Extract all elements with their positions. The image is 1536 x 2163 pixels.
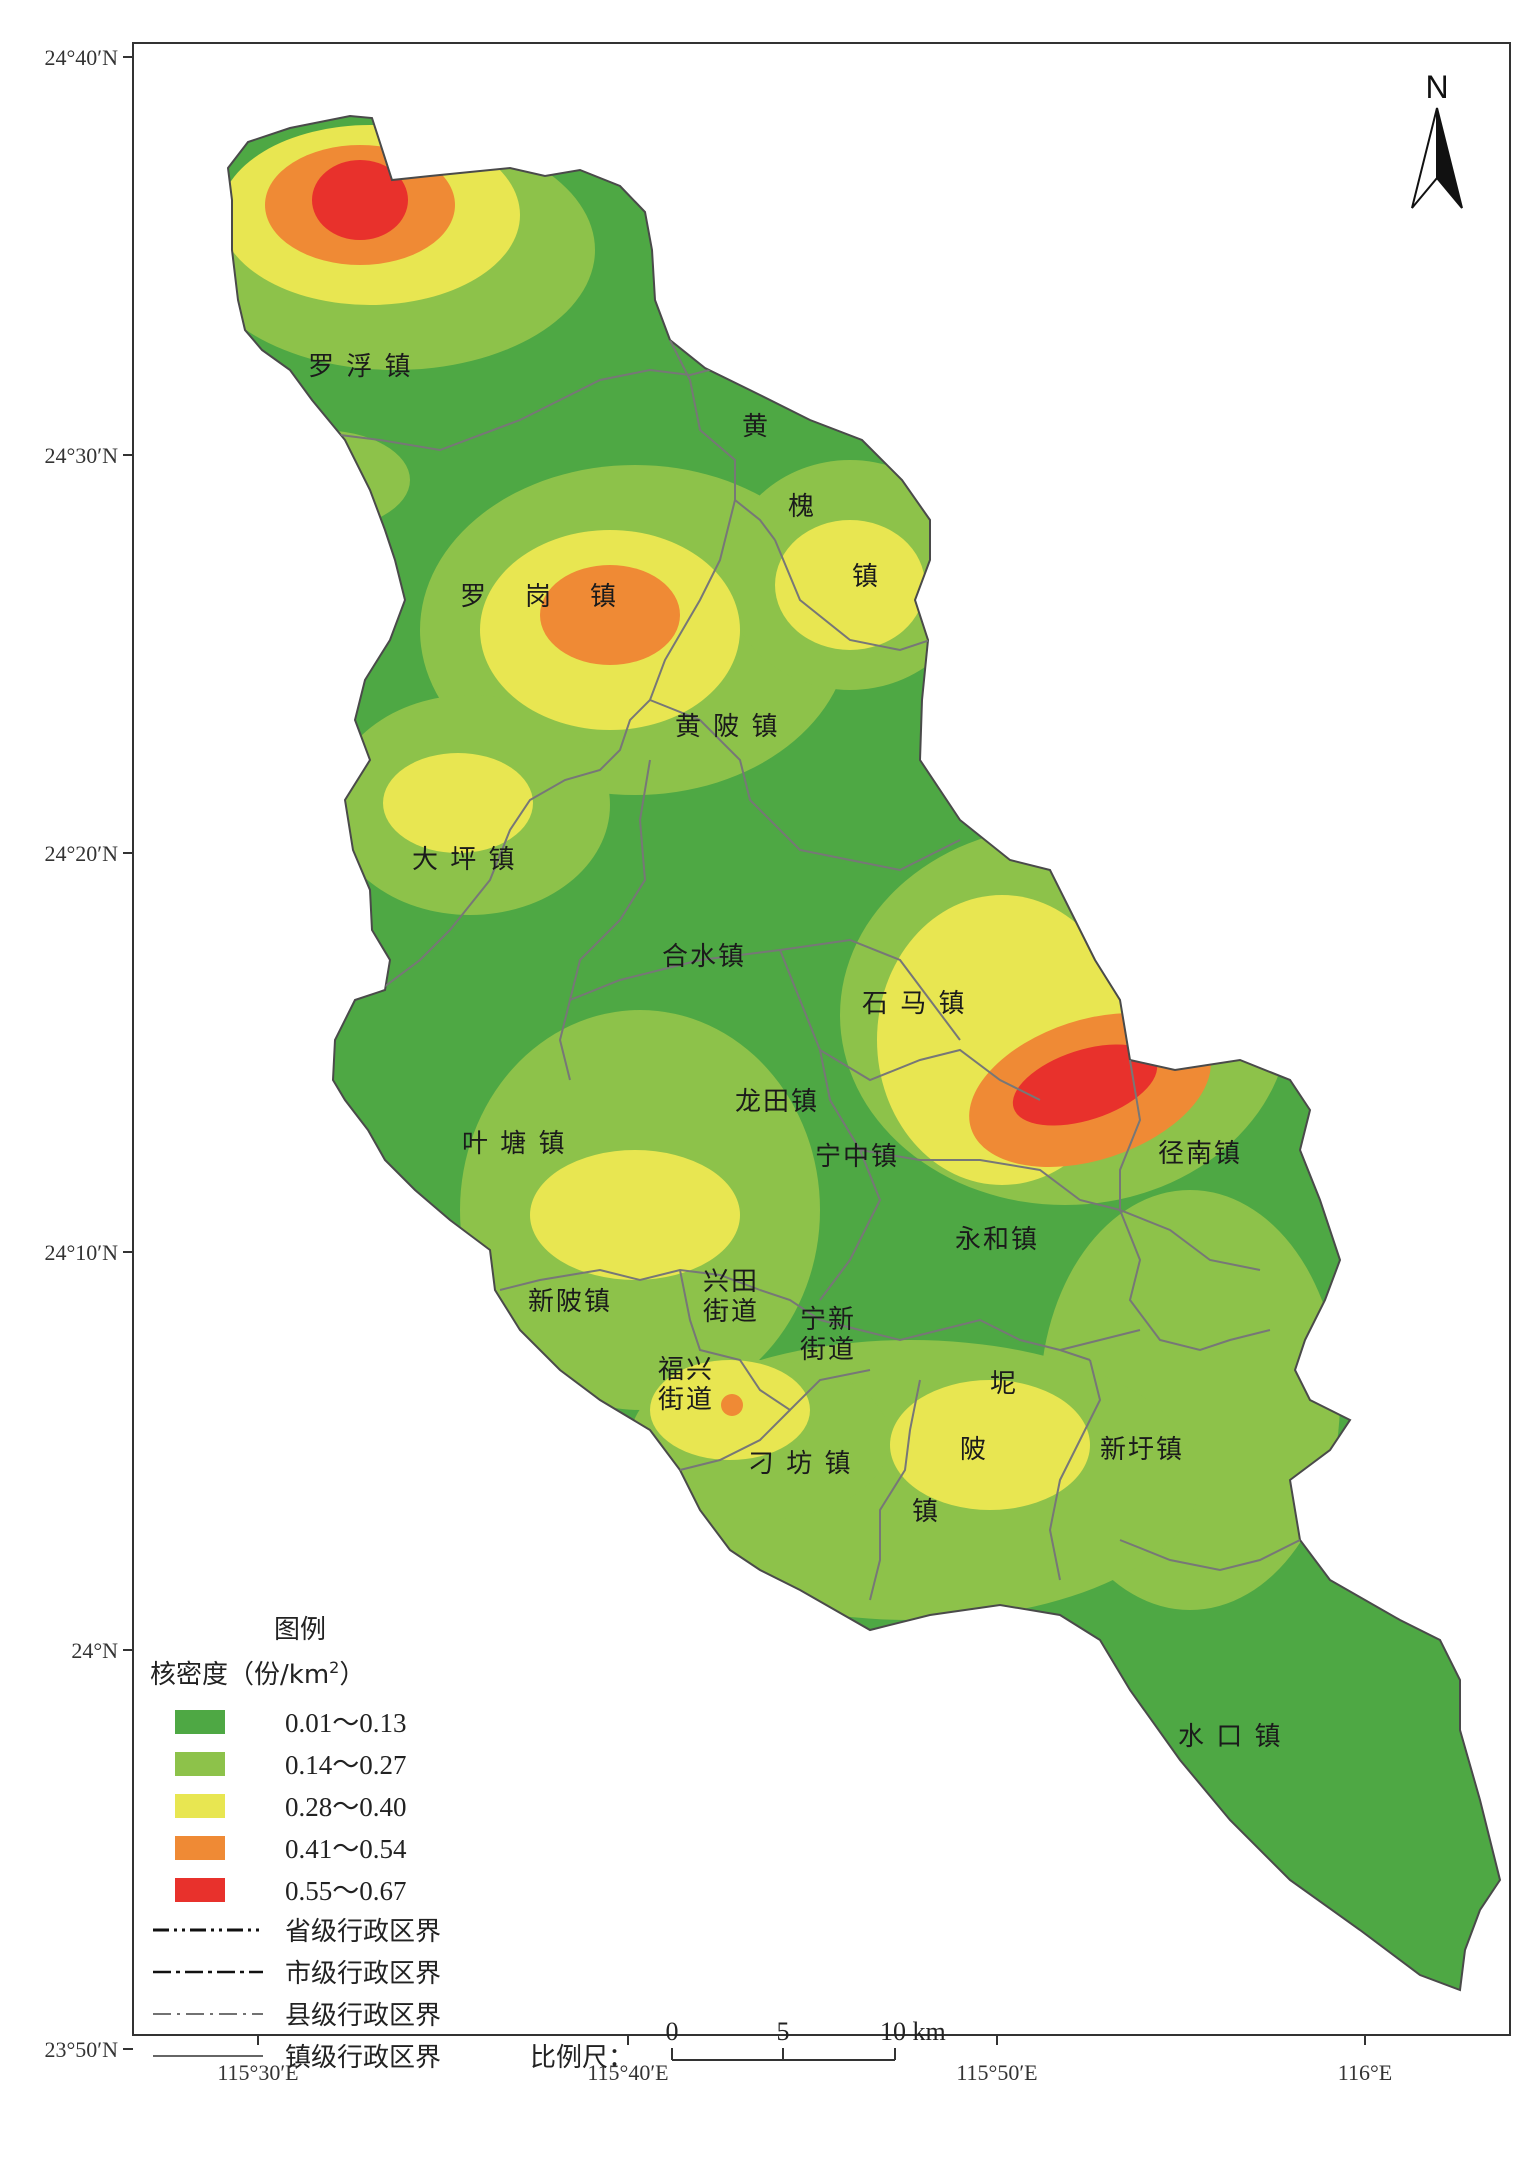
latitude-axis: 24°40′N 24°30′N 24°20′N 24°10′N 24°N 23°… bbox=[45, 45, 133, 2062]
legend: 图例 核密度（份/km2） 0.01～0.13 0.14～0.27 0.28～0… bbox=[150, 1615, 441, 2073]
north-arrow-icon-dark-half bbox=[1436, 107, 1463, 209]
town-boundary-line bbox=[1048, 1359, 1102, 1581]
lat-tick-label: 24°20′N bbox=[45, 841, 119, 866]
density-class-5-area bbox=[1012, 1044, 1158, 1126]
town-label-ningzhong: 宁中镇 bbox=[815, 1142, 899, 1172]
town-boundary-line bbox=[779, 949, 882, 1301]
scale-bar-label: 比例尺： bbox=[530, 2043, 634, 2073]
town-boundary-line bbox=[1119, 1539, 1301, 1572]
legend-class-1-label: 0.01～0.13 bbox=[285, 1708, 407, 1738]
lat-tick-label: 24°N bbox=[71, 1638, 118, 1663]
density-class-4-area bbox=[540, 565, 680, 665]
town-label-yonghe: 永和镇 bbox=[955, 1225, 1039, 1255]
density-class-3-area bbox=[775, 520, 925, 650]
town-boundary-line bbox=[379, 499, 736, 991]
town-label-xinxu: 新圩镇 bbox=[1100, 1435, 1184, 1465]
legend-subtitle-end: ） bbox=[339, 1660, 365, 1690]
town-label-longtian: 龙田镇 bbox=[735, 1087, 819, 1117]
legend-class-2-label: 0.14～0.27 bbox=[285, 1750, 407, 1780]
legend-class-4-label: 0.41～0.54 bbox=[285, 1834, 407, 1864]
town-boundary-line bbox=[499, 1268, 761, 1291]
legend-swatch-class-4 bbox=[175, 1836, 225, 1860]
town-label-jingnan: 径南镇 bbox=[1158, 1139, 1242, 1169]
legend-subtitle-sup: 2 bbox=[329, 1658, 339, 1677]
town-boundary-line bbox=[1119, 1059, 1142, 1210]
lat-tick-label: 23°50′N bbox=[45, 2037, 119, 2062]
town-boundary-line bbox=[558, 759, 651, 1081]
density-class-3-area bbox=[530, 1150, 740, 1280]
town-label-diaofang: 刁 坊 镇 bbox=[748, 1449, 853, 1479]
town-label-luofu: 罗 浮 镇 bbox=[308, 352, 413, 382]
town-label-luogang-3: 镇 bbox=[590, 582, 618, 612]
town-label-luogang-1: 罗 bbox=[460, 582, 488, 612]
longitude-axis: 115°30′E 115°40′E 115°50′E 116°E bbox=[217, 2035, 1392, 2085]
town-boundary-line bbox=[1119, 1209, 1271, 1352]
town-boundary-line bbox=[759, 1289, 1091, 1361]
town-boundary-line bbox=[869, 1379, 921, 1601]
lat-tick-label: 24°40′N bbox=[45, 45, 119, 70]
town-label-huanghuai-2: 槐 bbox=[788, 492, 816, 522]
scale-bar-tick-label: 10 km bbox=[880, 2017, 946, 2046]
scale-bar-tick-label: 0 bbox=[666, 2017, 679, 2046]
town-label-nibei-3: 镇 bbox=[912, 1497, 940, 1527]
town-label-huangbei: 黄 陂 镇 bbox=[675, 712, 780, 742]
legend-swatch-class-1 bbox=[175, 1710, 225, 1734]
legend-class-3-label: 0.28～0.40 bbox=[285, 1792, 407, 1822]
town-boundary-line bbox=[679, 1269, 871, 1412]
town-label-fuxing-1: 福兴 bbox=[658, 1355, 714, 1385]
legend-county-boundary-label: 县级行政区界 bbox=[285, 2001, 441, 2031]
town-label-xingtian-1: 兴田 bbox=[703, 1267, 759, 1297]
density-class-5-area bbox=[312, 160, 408, 240]
legend-swatch-class-3 bbox=[175, 1794, 225, 1818]
town-boundary-line bbox=[679, 1409, 791, 1471]
lat-tick-label: 24°10′N bbox=[45, 1240, 119, 1265]
town-label-yetang: 叶 塘 镇 bbox=[462, 1129, 567, 1159]
town-label-xinbei: 新陂镇 bbox=[528, 1287, 612, 1317]
lon-tick-label: 116°E bbox=[1338, 2060, 1392, 2085]
town-label-ningxin-2: 街道 bbox=[800, 1335, 856, 1365]
legend-swatch-class-5 bbox=[175, 1878, 225, 1902]
town-label-daping: 大 坪 镇 bbox=[412, 845, 517, 875]
legend-class-5-label: 0.55～0.67 bbox=[285, 1876, 407, 1906]
town-boundary-line bbox=[649, 699, 961, 872]
north-label: N bbox=[1425, 69, 1448, 105]
town-labels: 罗 浮 镇 黄 槐 镇 罗 岗 镇 黄 陂 镇 大 坪 镇 合水镇 石 马 镇 … bbox=[308, 352, 1283, 1752]
lon-tick-label: 115°30′E bbox=[217, 2060, 298, 2085]
lat-tick-label: 24°30′N bbox=[45, 443, 119, 468]
lon-tick-label: 115°40′E bbox=[587, 2060, 668, 2085]
north-arrow: N bbox=[1411, 69, 1463, 209]
town-boundary-line bbox=[1059, 1329, 1141, 1351]
town-boundary-line bbox=[774, 539, 931, 652]
town-label-huanghuai-3: 镇 bbox=[852, 562, 880, 592]
legend-city-boundary-label: 市级行政区界 bbox=[285, 1959, 441, 1989]
town-boundary-line bbox=[819, 1048, 1041, 1101]
legend-subtitle: 核密度（份/km2） bbox=[150, 1658, 365, 1690]
density-class-3-area bbox=[890, 1380, 1090, 1510]
legend-swatch-class-2 bbox=[175, 1752, 225, 1776]
scale-bar: 比例尺： 0 5 10 km bbox=[530, 2017, 946, 2073]
legend-title: 图例 bbox=[274, 1615, 326, 1645]
town-label-nibei-2: 陂 bbox=[960, 1435, 988, 1465]
town-label-shuikou: 水 口 镇 bbox=[1178, 1722, 1283, 1752]
town-label-nibei-1: 坭 bbox=[990, 1369, 1018, 1399]
lon-tick-label: 115°50′E bbox=[956, 2060, 1037, 2085]
town-label-shima: 石 马 镇 bbox=[862, 989, 967, 1019]
town-label-huanghuai-1: 黄 bbox=[742, 412, 770, 442]
town-label-xingtian-2: 街道 bbox=[703, 1297, 759, 1327]
legend-town-boundary-label: 镇级行政区界 bbox=[285, 2043, 441, 2073]
town-boundary-line bbox=[859, 1149, 1261, 1271]
legend-province-boundary-label: 省级行政区界 bbox=[285, 1917, 441, 1947]
town-label-fuxing-2: 街道 bbox=[658, 1385, 714, 1415]
density-class-3-area bbox=[383, 753, 533, 853]
town-label-ningxin-1: 宁新 bbox=[800, 1305, 856, 1335]
town-label-luogang-2: 岗 bbox=[525, 582, 553, 612]
town-label-heshui: 合水镇 bbox=[662, 942, 746, 972]
town-boundary-line bbox=[669, 339, 776, 541]
density-class-4-area bbox=[721, 1394, 743, 1416]
town-boundary-line bbox=[569, 938, 961, 1041]
legend-subtitle-main: 核密度（份/km bbox=[150, 1660, 329, 1690]
scale-bar-tick-label: 5 bbox=[777, 2017, 790, 2046]
